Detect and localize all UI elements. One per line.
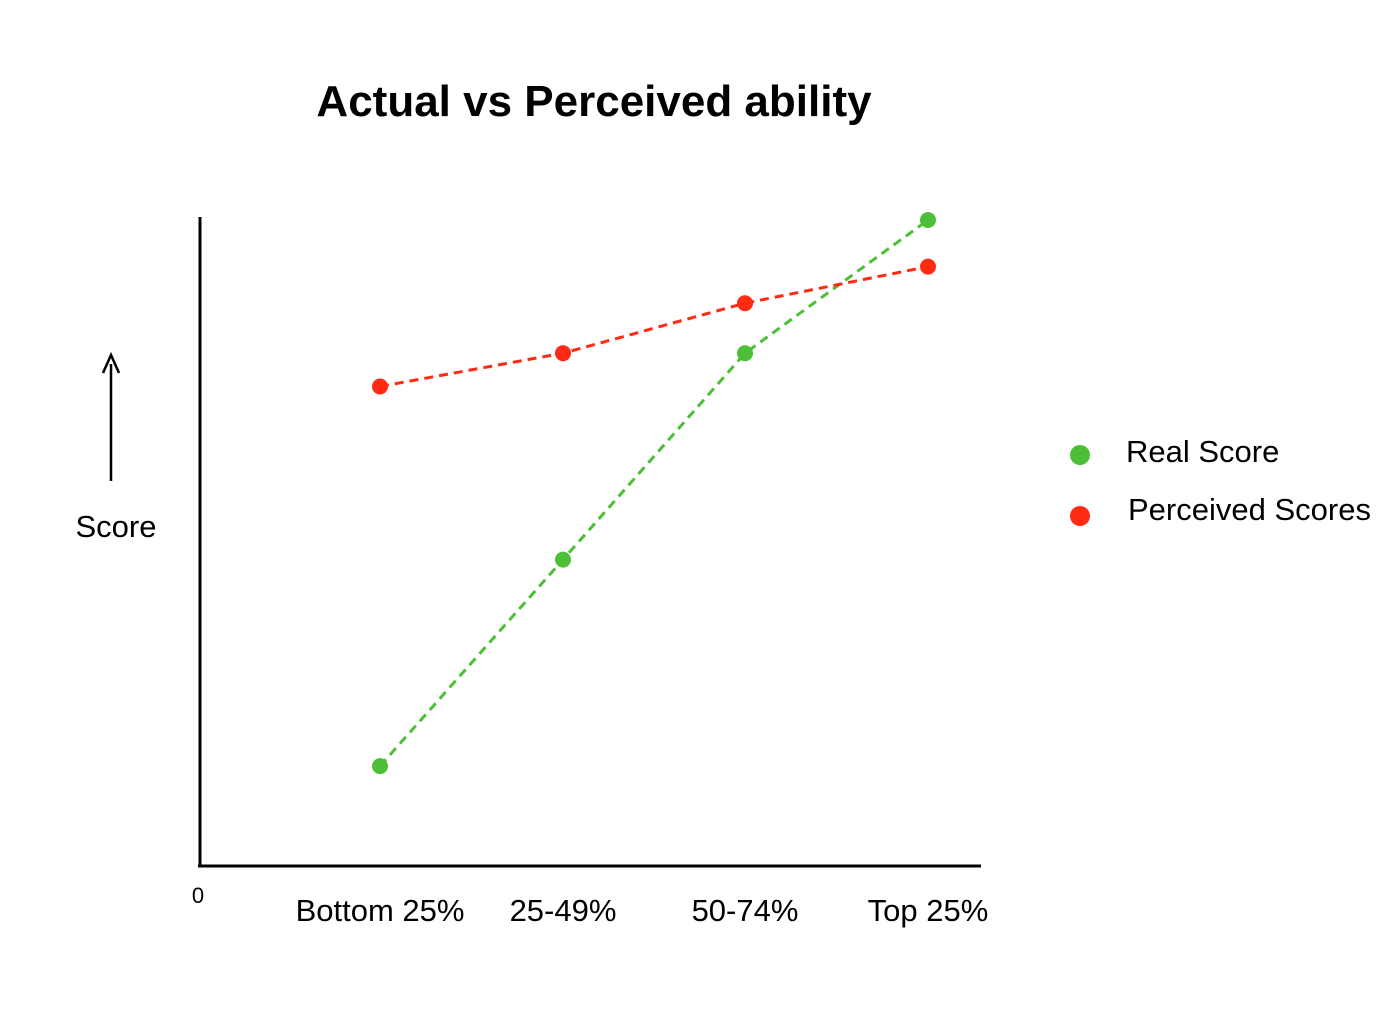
data-point: [555, 551, 571, 568]
x-tick-label: 25-49%: [510, 893, 617, 928]
series-line: [378, 218, 929, 768]
y-axis-label: Score: [76, 509, 157, 544]
y-axis-arrow: [101, 351, 121, 481]
series-layer: [372, 212, 936, 775]
x-tick-label: 50-74%: [692, 893, 799, 928]
legend: Real Score Perceived Scores: [1070, 434, 1371, 527]
data-point: [555, 345, 571, 362]
data-point: [920, 212, 936, 228]
data-point: [737, 295, 753, 312]
legend-label: Real Score: [1126, 434, 1279, 469]
origin-label: 0: [192, 883, 204, 908]
x-tick-labels: Bottom 25% 25-49% 50-74% Top 25%: [296, 893, 989, 928]
data-point: [920, 258, 936, 275]
data-point: [372, 378, 388, 395]
legend-marker: [1070, 445, 1090, 465]
legend-marker: [1070, 506, 1090, 526]
data-point: [372, 758, 388, 775]
legend-label: Perceived Scores: [1128, 492, 1371, 527]
series-0: [372, 212, 936, 775]
data-point: [737, 345, 753, 362]
x-tick-label: Top 25%: [868, 893, 989, 928]
chart-title: Actual vs Perceived ability: [316, 77, 872, 126]
series-line: [379, 265, 929, 388]
series-1: [372, 258, 936, 395]
x-tick-label: Bottom 25%: [296, 893, 465, 928]
